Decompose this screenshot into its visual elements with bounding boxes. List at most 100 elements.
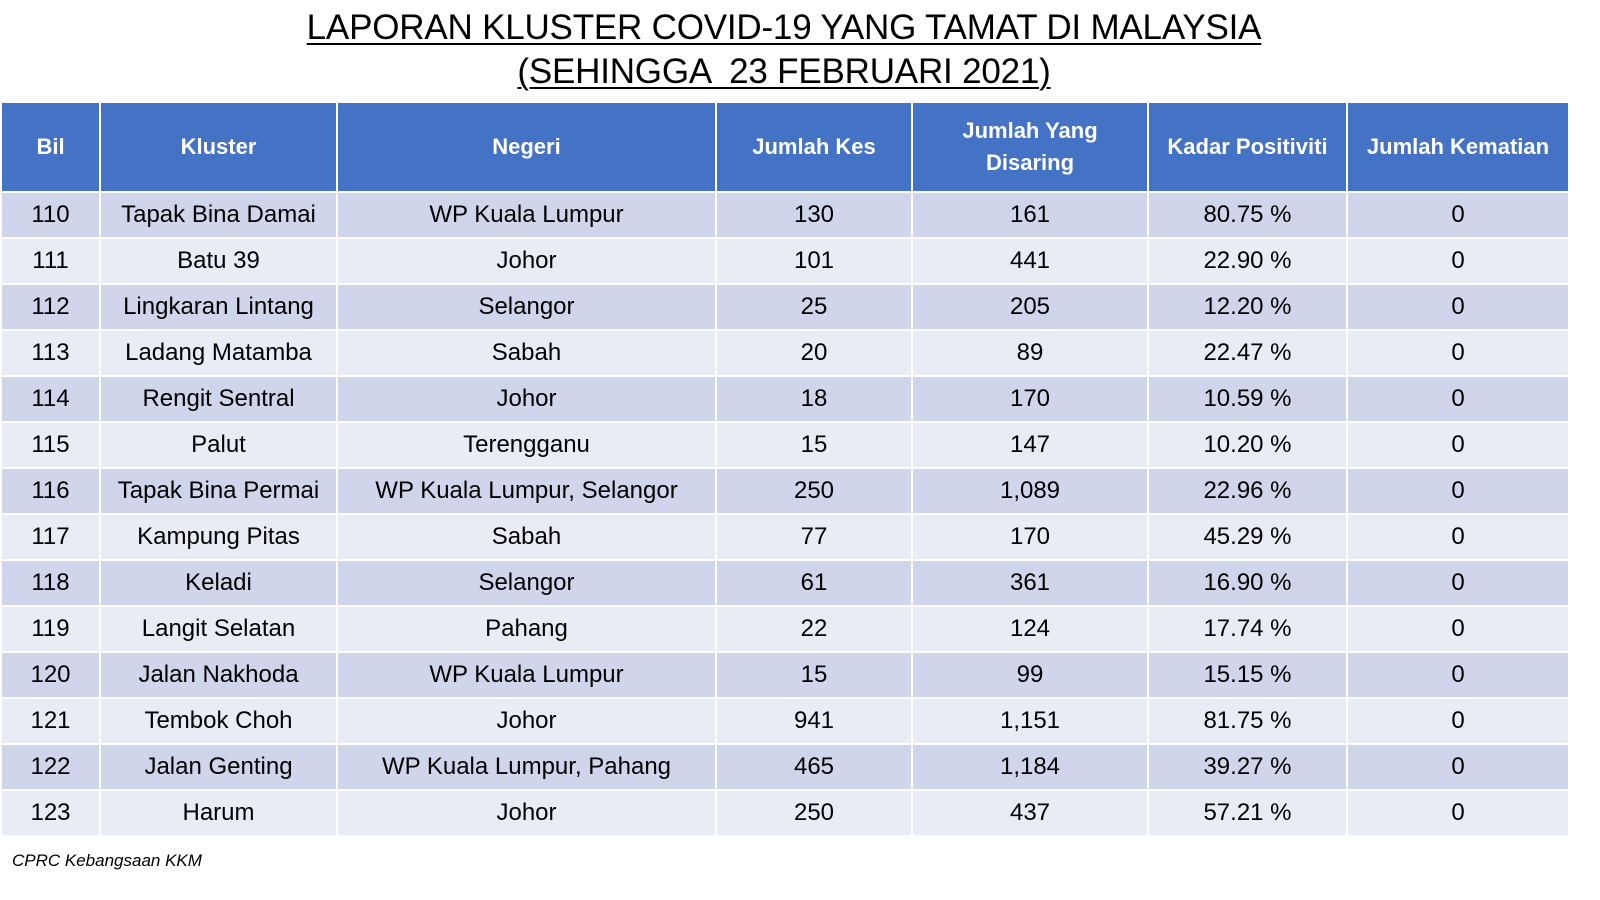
table-row: 114 Rengit Sentral Johor 18 170 10.59 % 0 — [0, 375, 1570, 423]
table-row: 112 Lingkaran Lintang Selangor 25 205 12.20 %… — [0, 283, 1570, 331]
source-footer: CPRC Kebangsaan KKM — [12, 851, 202, 870]
cell-bil: 121 — [0, 697, 101, 745]
cell-negeri: Sabah — [336, 329, 717, 377]
header-kadar-positiviti: Kadar Positiviti — [1147, 101, 1348, 193]
table-row: 121 Tembok Choh Johor 941 1,151 81.75 % 0 — [0, 697, 1570, 745]
cell-bil: 120 — [0, 651, 101, 699]
cell-bil: 118 — [0, 559, 101, 607]
cell-kadar-positiviti: 10.20 % — [1147, 421, 1348, 469]
cell-jumlah-disaring: 361 — [911, 559, 1149, 607]
header-jumlah-disaring: Jumlah Yang Disaring — [911, 101, 1149, 193]
cell-bil: 117 — [0, 513, 101, 561]
cell-kluster: Jalan Genting — [99, 743, 338, 791]
header-negeri: Negeri — [336, 101, 717, 193]
cell-negeri: Sabah — [336, 513, 717, 561]
cell-kadar-positiviti: 22.96 % — [1147, 467, 1348, 515]
cell-negeri: Selangor — [336, 283, 717, 331]
cell-jumlah-kematian: 0 — [1346, 421, 1570, 469]
cell-bil: 122 — [0, 743, 101, 791]
cell-jumlah-kematian: 0 — [1346, 191, 1570, 239]
cell-kluster: Langit Selatan — [99, 605, 338, 653]
cell-jumlah-disaring: 99 — [911, 651, 1149, 699]
header-row: Bil Kluster Negeri Jumlah Kes Jumlah Yan… — [0, 101, 1570, 193]
report-title: LAPORAN KLUSTER COVID-19 YANG TAMAT DI M… — [0, 6, 1568, 94]
cell-jumlah-kes: 25 — [715, 283, 913, 331]
cell-jumlah-kematian: 0 — [1346, 789, 1570, 837]
cell-negeri: WP Kuala Lumpur, Selangor — [336, 467, 717, 515]
cell-kadar-positiviti: 17.74 % — [1147, 605, 1348, 653]
cell-jumlah-kematian: 0 — [1346, 283, 1570, 331]
cell-jumlah-disaring: 205 — [911, 283, 1149, 331]
cell-kluster: Palut — [99, 421, 338, 469]
cell-negeri: Johor — [336, 375, 717, 423]
table-row: 119 Langit Selatan Pahang 22 124 17.74 % 0 — [0, 605, 1570, 653]
header-kluster: Kluster — [99, 101, 338, 193]
cell-jumlah-kes: 130 — [715, 191, 913, 239]
table-row: 113 Ladang Matamba Sabah 20 89 22.47 % 0 — [0, 329, 1570, 377]
cell-kluster: Harum — [99, 789, 338, 837]
cell-jumlah-disaring: 170 — [911, 513, 1149, 561]
table-header: Bil Kluster Negeri Jumlah Kes Jumlah Yan… — [0, 101, 1570, 193]
cell-jumlah-disaring: 89 — [911, 329, 1149, 377]
cell-bil: 113 — [0, 329, 101, 377]
header-bil: Bil — [0, 101, 101, 193]
cell-bil: 112 — [0, 283, 101, 331]
cell-jumlah-kes: 250 — [715, 789, 913, 837]
table-body: 110 Tapak Bina Damai WP Kuala Lumpur 130 161… — [0, 191, 1570, 837]
title-line-1: LAPORAN KLUSTER COVID-19 YANG TAMAT DI M… — [306, 8, 1262, 47]
cell-kadar-positiviti: 16.90 % — [1147, 559, 1348, 607]
cell-kluster: Rengit Sentral — [99, 375, 338, 423]
cell-bil: 116 — [0, 467, 101, 515]
cell-kadar-positiviti: 80.75 % — [1147, 191, 1348, 239]
cell-negeri: Johor — [336, 237, 717, 285]
cell-jumlah-kes: 250 — [715, 467, 913, 515]
cell-jumlah-kematian: 0 — [1346, 697, 1570, 745]
cell-bil: 110 — [0, 191, 101, 239]
cell-jumlah-kematian: 0 — [1346, 651, 1570, 699]
table-row: 117 Kampung Pitas Sabah 77 170 45.29 % 0 — [0, 513, 1570, 561]
cell-jumlah-kes: 15 — [715, 421, 913, 469]
cell-bil: 115 — [0, 421, 101, 469]
cell-kadar-positiviti: 57.21 % — [1147, 789, 1348, 837]
cell-kluster: Lingkaran Lintang — [99, 283, 338, 331]
cell-jumlah-kematian: 0 — [1346, 375, 1570, 423]
cell-kluster: Tapak Bina Permai — [99, 467, 338, 515]
cell-kadar-positiviti: 45.29 % — [1147, 513, 1348, 561]
table-row: 123 Harum Johor 250 437 57.21 % 0 — [0, 789, 1570, 837]
cell-jumlah-kes: 20 — [715, 329, 913, 377]
cell-jumlah-kematian: 0 — [1346, 559, 1570, 607]
cell-jumlah-disaring: 441 — [911, 237, 1149, 285]
cell-jumlah-disaring: 437 — [911, 789, 1149, 837]
cell-jumlah-kes: 77 — [715, 513, 913, 561]
cell-kadar-positiviti: 15.15 % — [1147, 651, 1348, 699]
cell-jumlah-kes: 18 — [715, 375, 913, 423]
cell-negeri: WP Kuala Lumpur — [336, 191, 717, 239]
title-line-2: (SEHINGGA 23 FEBRUARI 2021) — [517, 52, 1051, 91]
cell-kluster: Ladang Matamba — [99, 329, 338, 377]
cell-jumlah-disaring: 161 — [911, 191, 1149, 239]
cell-kluster: Tembok Choh — [99, 697, 338, 745]
cell-negeri: Johor — [336, 789, 717, 837]
cell-jumlah-kematian: 0 — [1346, 743, 1570, 791]
cell-kadar-positiviti: 22.47 % — [1147, 329, 1348, 377]
cell-bil: 119 — [0, 605, 101, 653]
cell-jumlah-kes: 61 — [715, 559, 913, 607]
cell-jumlah-kematian: 0 — [1346, 513, 1570, 561]
cell-jumlah-disaring: 124 — [911, 605, 1149, 653]
table-row: 118 Keladi Selangor 61 361 16.90 % 0 — [0, 559, 1570, 607]
table-row: 115 Palut Terengganu 15 147 10.20 % 0 — [0, 421, 1570, 469]
cell-kadar-positiviti: 22.90 % — [1147, 237, 1348, 285]
cell-kluster: Tapak Bina Damai — [99, 191, 338, 239]
cell-jumlah-disaring: 1,184 — [911, 743, 1149, 791]
cell-negeri: Pahang — [336, 605, 717, 653]
cell-jumlah-kes: 15 — [715, 651, 913, 699]
cell-negeri: Selangor — [336, 559, 717, 607]
cell-jumlah-kematian: 0 — [1346, 329, 1570, 377]
cell-negeri: Terengganu — [336, 421, 717, 469]
cell-jumlah-kes: 941 — [715, 697, 913, 745]
cell-bil: 111 — [0, 237, 101, 285]
cell-jumlah-disaring: 1,151 — [911, 697, 1149, 745]
cell-jumlah-kematian: 0 — [1346, 467, 1570, 515]
table-row: 116 Tapak Bina Permai WP Kuala Lumpur, Sel… — [0, 467, 1570, 515]
cell-jumlah-disaring: 170 — [911, 375, 1149, 423]
